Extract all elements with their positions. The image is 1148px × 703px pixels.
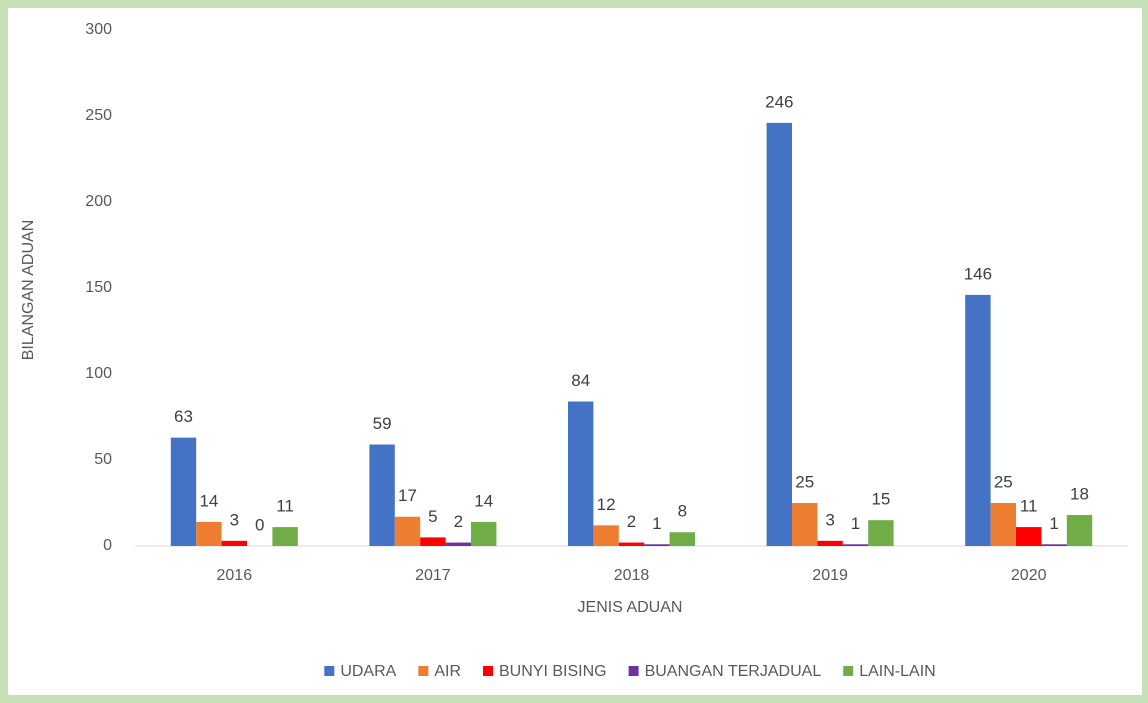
value-label: 1 — [652, 514, 661, 533]
value-label: 11 — [1020, 497, 1038, 516]
value-label: 12 — [597, 495, 616, 514]
x-tick-label: 2016 — [217, 567, 253, 584]
bar — [272, 527, 298, 546]
bar — [593, 525, 619, 546]
bar — [766, 122, 792, 546]
x-tick-label: 2020 — [1011, 567, 1047, 584]
legend-swatch — [418, 666, 429, 676]
value-label: 0 — [255, 515, 264, 534]
value-label: 17 — [398, 486, 417, 505]
bar — [1016, 527, 1042, 546]
bar — [792, 503, 818, 546]
value-label: 18 — [1070, 485, 1089, 504]
bar — [965, 294, 991, 546]
legend-label: BUANGAN TERJADUAL — [645, 663, 822, 680]
bar — [369, 444, 395, 546]
legend-swatch — [483, 666, 493, 676]
legend-label: LAIN-LAIN — [859, 663, 935, 680]
bar — [842, 544, 869, 546]
x-tick-label: 2017 — [415, 567, 451, 584]
value-label: 1 — [1049, 514, 1058, 533]
value-label: 3 — [230, 510, 239, 529]
value-label: 1 — [851, 514, 860, 533]
y-tick-label: 200 — [85, 193, 112, 210]
bar — [568, 401, 594, 546]
bar — [471, 521, 497, 546]
bar — [868, 520, 894, 546]
value-label: 11 — [276, 497, 294, 516]
bar — [1041, 544, 1067, 546]
bar — [221, 540, 247, 546]
bar — [817, 540, 843, 546]
bar — [990, 503, 1016, 546]
bar — [445, 542, 471, 546]
y-tick-label: 0 — [103, 537, 112, 554]
value-label: 2 — [454, 512, 463, 531]
bar — [420, 537, 446, 546]
y-axis-title: BILANGAN ADUAN — [20, 220, 37, 360]
value-label: 8 — [678, 502, 687, 521]
bar — [669, 532, 695, 546]
bar — [394, 516, 421, 546]
y-tick-label: 50 — [94, 451, 112, 468]
bar — [196, 521, 222, 546]
value-label: 246 — [765, 92, 793, 111]
legend-label: BUNYI BISING — [499, 663, 607, 680]
bar — [618, 542, 645, 546]
legend-swatch — [628, 666, 639, 676]
legend-label: AIR — [434, 663, 461, 680]
value-label: 59 — [373, 414, 392, 433]
bar — [1066, 515, 1093, 546]
value-label: 14 — [199, 491, 218, 510]
value-label: 2 — [627, 512, 636, 531]
y-tick-label: 300 — [85, 21, 112, 38]
value-label: 5 — [428, 507, 437, 526]
y-tick-label: 250 — [85, 107, 112, 124]
legend-label: UDARA — [340, 663, 396, 680]
x-axis-title: JENIS ADUAN — [578, 599, 683, 616]
value-label: 3 — [825, 510, 834, 529]
chart: BILANGAN ADUAN JENIS ADUAN 0501001502002… — [20, 21, 1128, 680]
legend-swatch — [324, 666, 335, 676]
value-label: 84 — [571, 371, 590, 390]
y-tick-label: 150 — [85, 279, 112, 296]
value-label: 146 — [964, 264, 992, 283]
value-label: 25 — [795, 472, 814, 491]
value-label: 14 — [474, 491, 493, 510]
bar — [170, 437, 197, 546]
x-tick-label: 2018 — [614, 567, 650, 584]
value-label: 25 — [994, 472, 1013, 491]
value-label: 15 — [871, 490, 890, 509]
y-tick-label: 100 — [85, 365, 112, 382]
value-label: 63 — [174, 407, 193, 426]
legend-swatch — [843, 666, 854, 676]
x-tick-label: 2019 — [812, 567, 848, 584]
bar — [644, 544, 670, 546]
